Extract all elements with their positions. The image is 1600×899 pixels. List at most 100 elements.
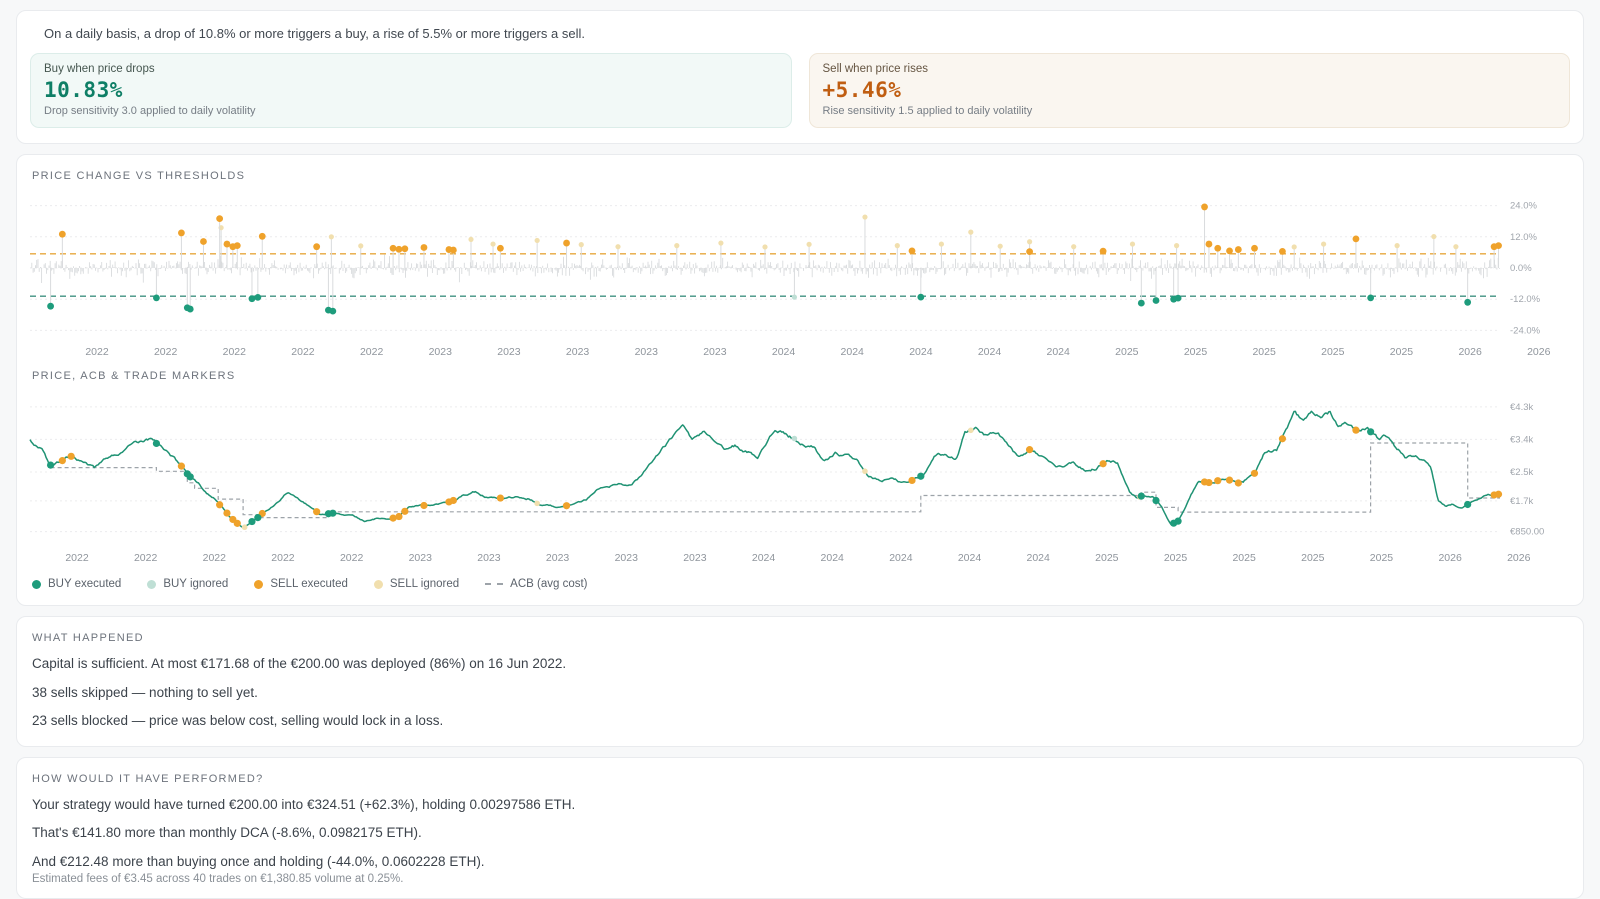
price-acb-chart-x-axis: 2022 2022 2022 2022 2022 2023 2023 2023 2023 2023… xyxy=(62,552,1534,564)
legend-dot-swatch xyxy=(373,579,383,589)
year-label: 2022 xyxy=(359,346,384,358)
year-label: 2025 xyxy=(1252,346,1276,358)
year-label: 2025 xyxy=(1369,552,1394,564)
legend-item: SELL ignored xyxy=(373,578,460,590)
year-label: 2025 xyxy=(1301,552,1325,564)
legend-item: BUY executed xyxy=(32,578,121,590)
buy-threshold-label: Buy when price drops xyxy=(44,63,155,75)
sell-executed-marker xyxy=(1205,478,1213,487)
sell-executed-marker xyxy=(908,476,916,485)
legend-label: SELL ignored xyxy=(389,578,460,590)
year-label: 2022 xyxy=(222,346,246,358)
buy-executed-marker xyxy=(254,293,262,301)
year-label: 2024 xyxy=(1026,552,1050,564)
buy-executed-marker xyxy=(248,517,256,526)
buy-executed-marker xyxy=(1137,492,1145,500)
sell-executed-marker xyxy=(177,462,186,470)
year-label: 2024 xyxy=(977,346,1002,358)
year-label: 2023 xyxy=(428,346,452,358)
sell-ignored-marker xyxy=(674,243,680,249)
year-label: 2024 xyxy=(820,552,844,564)
sell-threshold-subtext: Rise sensitivity 1.5 applied to daily vo… xyxy=(822,105,1033,117)
what-happened-line: 23 sells blocked — price was below cost,… xyxy=(32,713,444,729)
sell-executed-marker xyxy=(233,242,241,250)
sell-ignored-marker xyxy=(997,243,1003,249)
year-label: 2024 xyxy=(771,346,796,358)
year-label: 2025 xyxy=(1232,552,1256,564)
legend-item: ACB (avg cost) xyxy=(485,578,587,590)
sell-executed-marker xyxy=(1352,426,1360,434)
what-happened-lines: Capital is sufficient. At most €171.68 o… xyxy=(30,654,1570,731)
sell-executed-marker xyxy=(1205,240,1213,248)
y-axis-tick-label: -12.0% xyxy=(1510,294,1541,305)
sell-ignored-marker xyxy=(468,236,474,243)
what-happened-line: 38 sells skipped — nothing to sell yet. xyxy=(32,684,258,700)
year-label: 2025 xyxy=(1389,346,1414,358)
performance-title: HOW WOULD IT HAVE PERFORMED? xyxy=(32,772,264,785)
sell-executed-marker xyxy=(1226,247,1233,255)
year-label: 2024 xyxy=(840,346,864,358)
sell-ignored-marker xyxy=(1431,233,1437,240)
legend-label: BUY ignored xyxy=(163,578,229,590)
sell-executed-marker xyxy=(563,239,570,247)
year-label: 2023 xyxy=(497,346,521,358)
sell-executed-marker xyxy=(223,509,231,517)
year-label: 2022 xyxy=(133,552,158,564)
buy-threshold-value: 10.83% xyxy=(44,78,123,102)
what-happened-line: Capital is sufficient. At most €171.68 o… xyxy=(32,656,567,671)
sell-ignored-marker xyxy=(328,234,334,240)
sell-executed-marker xyxy=(449,496,457,505)
year-label: 2022 xyxy=(291,346,315,358)
sell-ignored-marker xyxy=(578,242,584,248)
legend-dot-swatch xyxy=(254,579,264,589)
buy-executed-marker xyxy=(1464,500,1472,509)
sell-ignored-marker xyxy=(358,243,364,249)
sell-ignored-marker xyxy=(1453,244,1459,250)
strategy-summary-card: On a daily basis, a drop of 10.8% or mor… xyxy=(16,10,1584,144)
sell-executed-marker xyxy=(67,452,75,460)
price-change-chart-canvas[interactable]: 24.0% 12.0% 0.0% -12.0% -24.0% xyxy=(30,192,1570,344)
sell-executed-marker xyxy=(395,512,403,521)
price-acb-chart[interactable]: €4.3k €3.4k €2.5k €1.7k €850.00 xyxy=(29,392,1570,550)
year-label: 2022 xyxy=(65,552,89,564)
year-label: 2022 xyxy=(339,552,364,564)
sell-executed-marker xyxy=(1026,446,1034,454)
sell-executed-marker xyxy=(223,240,231,248)
buy-executed-marker xyxy=(329,509,337,517)
buy-threshold-subtext: Drop sensitivity 3.0 applied to daily vo… xyxy=(44,105,256,117)
y-axis-tick-label: 12.0% xyxy=(1510,232,1537,243)
legend-item: BUY ignored xyxy=(147,578,228,590)
sell-executed-marker xyxy=(1026,248,1033,256)
buy-executed-marker xyxy=(186,473,194,481)
sell-ignored-marker xyxy=(1291,244,1297,250)
buy-executed-marker xyxy=(152,439,161,448)
buy-executed-marker xyxy=(153,294,160,302)
year-label: 2023 xyxy=(477,552,501,564)
buy-executed-marker xyxy=(248,295,256,303)
sell-executed-marker xyxy=(908,247,916,255)
performance-card: HOW WOULD IT HAVE PERFORMED? Your strate… xyxy=(16,756,1584,899)
sell-ignored-marker xyxy=(1129,241,1136,247)
year-label: 2022 xyxy=(85,346,109,358)
year-label: 2024 xyxy=(909,346,933,358)
sell-ignored-marker xyxy=(862,214,868,220)
sell-executed-marker xyxy=(395,245,403,253)
y-axis-tick-label: 24.0% xyxy=(1510,201,1537,212)
performance-line: And €212.48 more than buying once and ho… xyxy=(32,853,485,869)
sell-ignored-marker xyxy=(241,524,248,531)
legend-label: SELL executed xyxy=(270,578,348,590)
sell-executed-marker xyxy=(1201,203,1208,211)
y-axis-tick-label: 0.0% xyxy=(1510,263,1532,274)
sell-ignored-marker xyxy=(968,427,974,434)
price-acb-chart-canvas[interactable]: €4.3k €3.4k €2.5k €1.7k €850.00 xyxy=(29,392,1570,550)
legend-label: ACB (avg cost) xyxy=(510,578,588,590)
sell-executed-marker xyxy=(313,243,321,251)
year-label: 2022 xyxy=(202,552,226,564)
performance-line: Your strategy would have turned €200.00 … xyxy=(32,796,576,812)
buy-executed-marker xyxy=(1152,297,1160,304)
buy-executed-marker xyxy=(1464,298,1472,306)
legend-dot-swatch xyxy=(147,579,157,589)
year-label: 2024 xyxy=(957,552,982,564)
buy-executed-marker xyxy=(1367,428,1375,436)
price-change-chart[interactable]: 24.0% 12.0% 0.0% -12.0% -24.0% xyxy=(30,192,1570,344)
